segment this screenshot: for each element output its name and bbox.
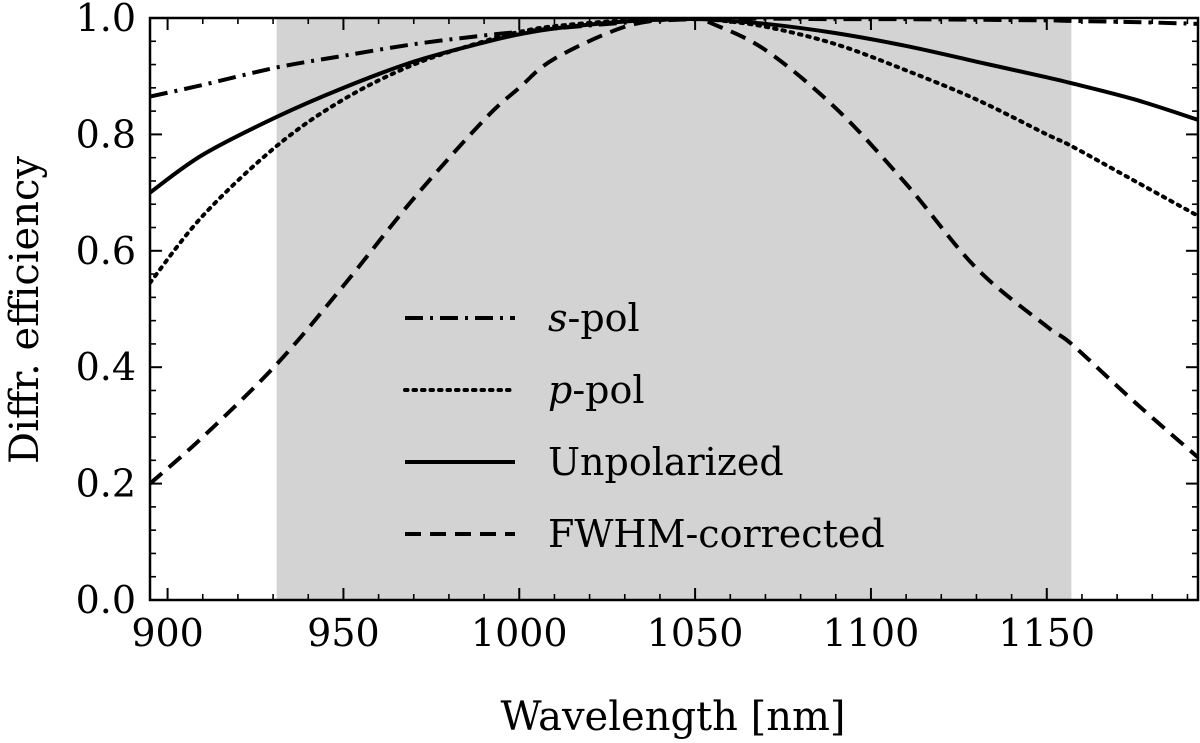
- legend-label: s-pol: [548, 296, 640, 340]
- y-tick-label: 1.0: [76, 0, 136, 40]
- legend-label-text: Unpolarized: [548, 440, 784, 484]
- shaded-band: [276, 18, 1072, 600]
- legend-label: p-pol: [548, 368, 645, 412]
- y-tick-label: 0.0: [76, 578, 136, 622]
- x-tick-label: 900: [131, 611, 204, 655]
- legend-label-text: -pol: [572, 368, 644, 412]
- frame-layer: [148, 16, 1200, 602]
- x-tick-label: 950: [307, 611, 380, 655]
- legend-label-italic: p: [548, 368, 572, 412]
- x-tick-label: 1150: [998, 611, 1095, 655]
- legend-label: Unpolarized: [548, 440, 784, 484]
- x-tick-label: 1050: [647, 611, 744, 655]
- ticks-layer: 900 950 1000 1050 1100 1150 0.0 0.2 0.4 0.6 0.8 1.0: [76, 0, 1198, 655]
- y-tick-label: 0.2: [76, 462, 136, 506]
- series-fwhm-corrected: [150, 18, 1198, 486]
- legend-label: FWHM-corrected: [548, 512, 885, 556]
- shaded-band-layer: [276, 18, 1072, 600]
- legend-label-italic: s: [548, 296, 568, 340]
- plot-frame: [148, 16, 1200, 602]
- y-tick-label: 0.4: [76, 345, 136, 389]
- x-tick-label: 1100: [823, 611, 920, 655]
- legend-label-text: -pol: [568, 296, 640, 340]
- y-tick-label: 0.8: [76, 112, 136, 156]
- y-axis-label: Diffr. efficiency: [2, 156, 48, 464]
- legend-label-text: FWHM-corrected: [548, 512, 885, 556]
- y-tick-label: 0.6: [76, 229, 136, 273]
- x-axis-label: Wavelength [nm]: [500, 694, 845, 740]
- series-s-pol: [150, 18, 1198, 99]
- x-tick-label: 1000: [471, 611, 568, 655]
